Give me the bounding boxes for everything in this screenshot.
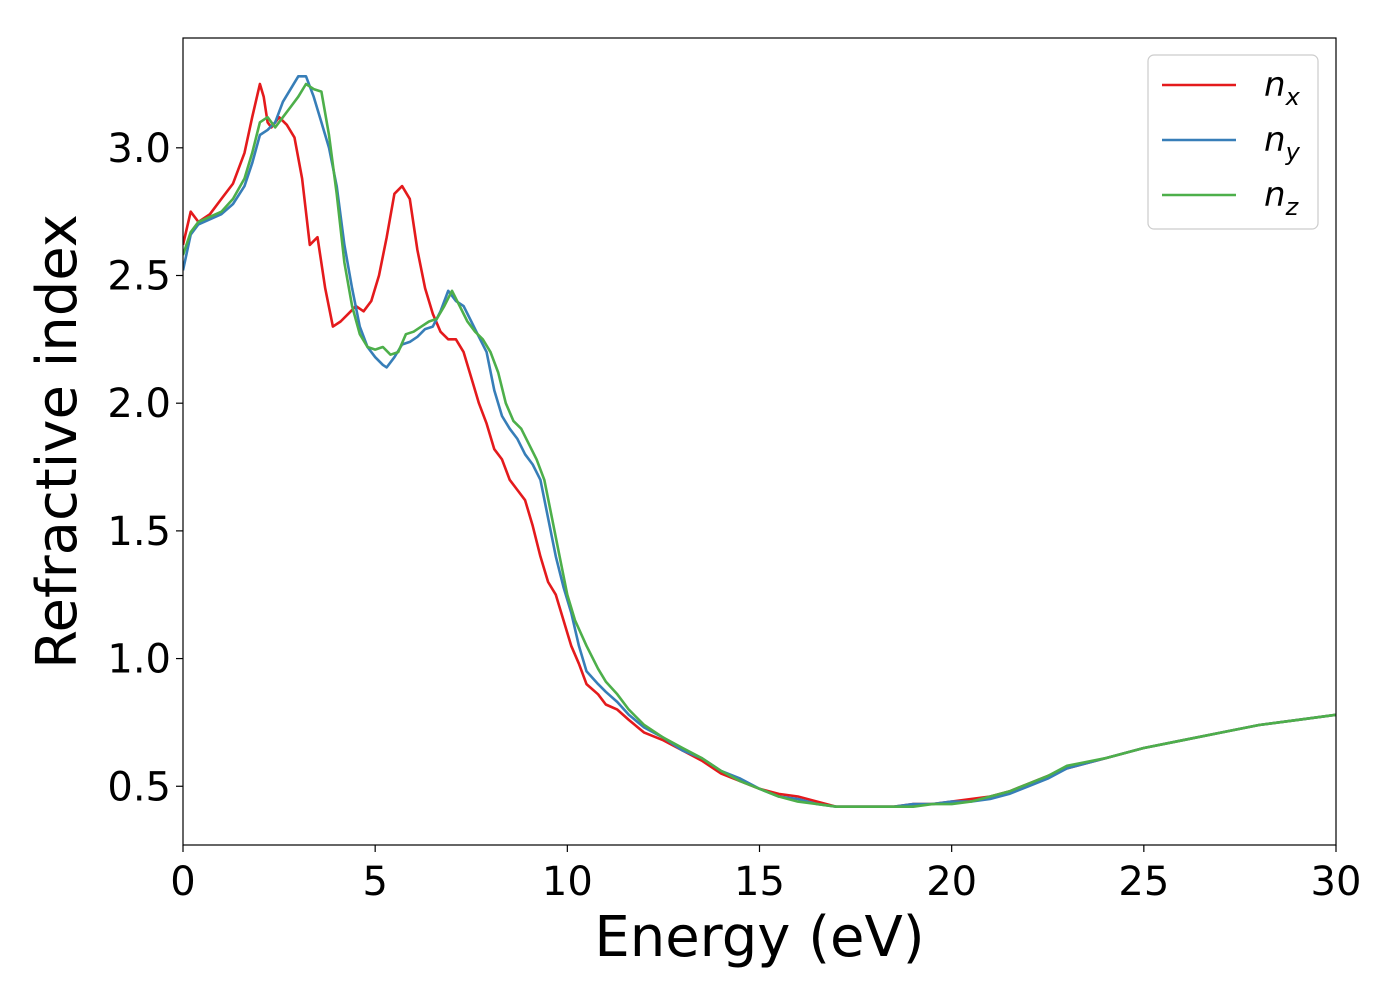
x-axis-title: Energy (eV)	[594, 905, 924, 970]
legend-label-nz: nz	[1264, 175, 1300, 221]
x-tick-label: 10	[542, 859, 593, 905]
legend-label-subscript: y	[1285, 138, 1301, 166]
legend-label-subscript: z	[1285, 193, 1300, 221]
legend-label-base: n	[1264, 175, 1286, 215]
y-tick-label: 3.0	[107, 126, 171, 172]
y-tick-label: 1.5	[107, 509, 171, 555]
y-tick-label: 2.5	[107, 254, 171, 300]
y-tick-label: 0.5	[107, 764, 171, 810]
plot-lines	[183, 75, 1336, 808]
legend-box	[1147, 54, 1319, 230]
y-tick-label: 1.0	[107, 637, 171, 683]
legend-label-ny: ny	[1264, 120, 1301, 166]
legend-label-subscript: x	[1285, 83, 1301, 111]
y-axis-ticks: 0.5 1.0 1.5 2.0 2.5 3.0	[107, 126, 183, 810]
legend-label-base: n	[1264, 65, 1286, 105]
legend-label-base: n	[1264, 120, 1286, 160]
x-axis-ticks: 0 5 10 15 20 25 30	[170, 845, 1361, 905]
x-tick-label: 30	[1311, 859, 1362, 905]
y-axis-title: Refractive index	[25, 214, 90, 669]
series-line-nz	[183, 82, 1336, 808]
x-tick-label: 0	[170, 859, 195, 905]
x-tick-label: 25	[1118, 859, 1169, 905]
legend-label-nx: nx	[1264, 65, 1301, 111]
y-tick-label: 2.0	[107, 381, 171, 427]
x-tick-label: 20	[926, 859, 977, 905]
x-tick-label: 5	[362, 859, 387, 905]
x-tick-label: 15	[734, 859, 785, 905]
